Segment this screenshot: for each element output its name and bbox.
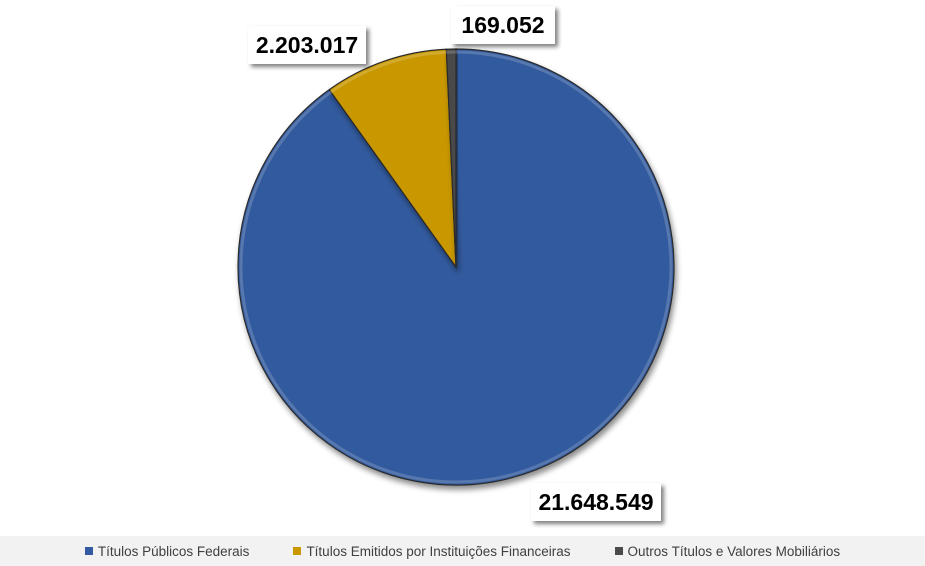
legend-swatch-outros-titulos [614,547,623,555]
data-label-box-titulos-publicos-federais [531,483,661,521]
legend-swatch-titulos-publicos-federais [84,547,93,555]
legend-label-titulos-emitidos: Títulos Emitidos por Instituições Financ… [306,543,571,559]
pie-bevel-ring [239,50,673,484]
pie-data-labels: 21.648.549 2.203.017 169.052 [248,6,661,521]
legend-swatch-titulos-emitidos [293,547,302,555]
data-label-outros-titulos: 169.052 [451,6,555,44]
chart-legend: Títulos Públicos Federais Títulos Emitid… [0,536,925,566]
data-label-text-outros-titulos: 169.052 [461,12,544,38]
pie-slices [237,48,675,486]
data-label-box-outros-titulos [451,6,555,44]
legend-label-titulos-publicos-federais: Títulos Públicos Federais [97,543,250,559]
data-label-titulos-publicos-federais: 21.648.549 [531,483,661,521]
legend-item-titulos-emitidos: Títulos Emitidos por Instituições Financ… [293,543,571,559]
legend-item-outros-titulos: Outros Títulos e Valores Mobiliários [614,543,841,559]
pie-slice-outros-titulos [445,48,457,268]
legend-item-titulos-publicos-federais: Títulos Públicos Federais [84,543,250,559]
pie-slice-titulos-emitidos [328,48,457,269]
data-label-titulos-emitidos: 2.203.017 [248,26,366,64]
legend-label-outros-titulos: Outros Títulos e Valores Mobiliários [627,543,841,559]
data-label-text-titulos-publicos-federais: 21.648.549 [538,489,653,515]
data-label-text-titulos-emitidos: 2.203.017 [256,32,358,58]
data-label-box-titulos-emitidos [248,26,366,64]
